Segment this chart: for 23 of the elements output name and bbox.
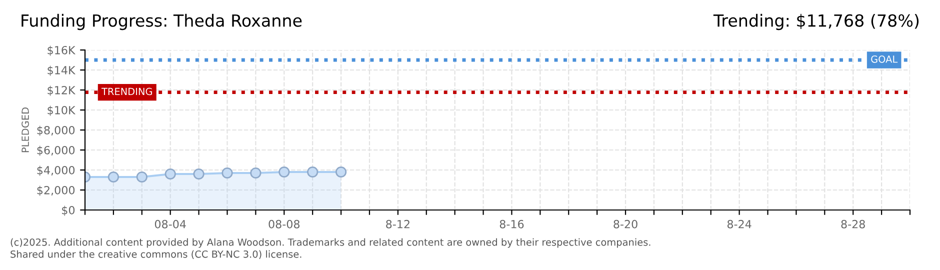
- chart-title: Funding Progress: Theda Roxanne: [22, 14, 302, 30]
- y-tick-label: $4,000: [37, 166, 75, 176]
- chart-subtitle: Trending: $11,768 (78%): [713, 14, 919, 30]
- ref-line-label: GOAL: [871, 55, 898, 63]
- x-tick-label: 8-28: [841, 220, 865, 228]
- text: Shared under the creative commons (CC BY-NC 3.0) license.: [10, 250, 302, 259]
- y-tick-label: $16K: [48, 46, 76, 56]
- x-tick-label: 8-20: [614, 220, 638, 228]
- y-axis-title: PLEDGED: [22, 108, 29, 152]
- y-tick-label: $2,000: [37, 186, 75, 196]
- x-tick-label: 8-24: [727, 220, 752, 228]
- y-tick-label: $12K: [48, 86, 76, 96]
- x-tick-label: 8-12: [386, 220, 410, 228]
- y-tick-label: $6,000: [37, 146, 75, 156]
- text: (c)2025. Additional content provided by Alana Woodson. Trademarks and related content are owned by their respective companies.: [10, 238, 650, 248]
- y-tick-label: $8,000: [37, 126, 75, 136]
- x-tick-label: 8-16: [500, 220, 524, 228]
- x-tick-label: 08-08: [268, 220, 300, 228]
- x-tick-label: 08-04: [154, 220, 186, 228]
- y-tick-label: $10K: [48, 106, 76, 116]
- y-tick-label: $14K: [48, 66, 76, 76]
- y-tick-label: $0: [62, 206, 75, 216]
- ref-line-label: TRENDING: [101, 88, 152, 96]
